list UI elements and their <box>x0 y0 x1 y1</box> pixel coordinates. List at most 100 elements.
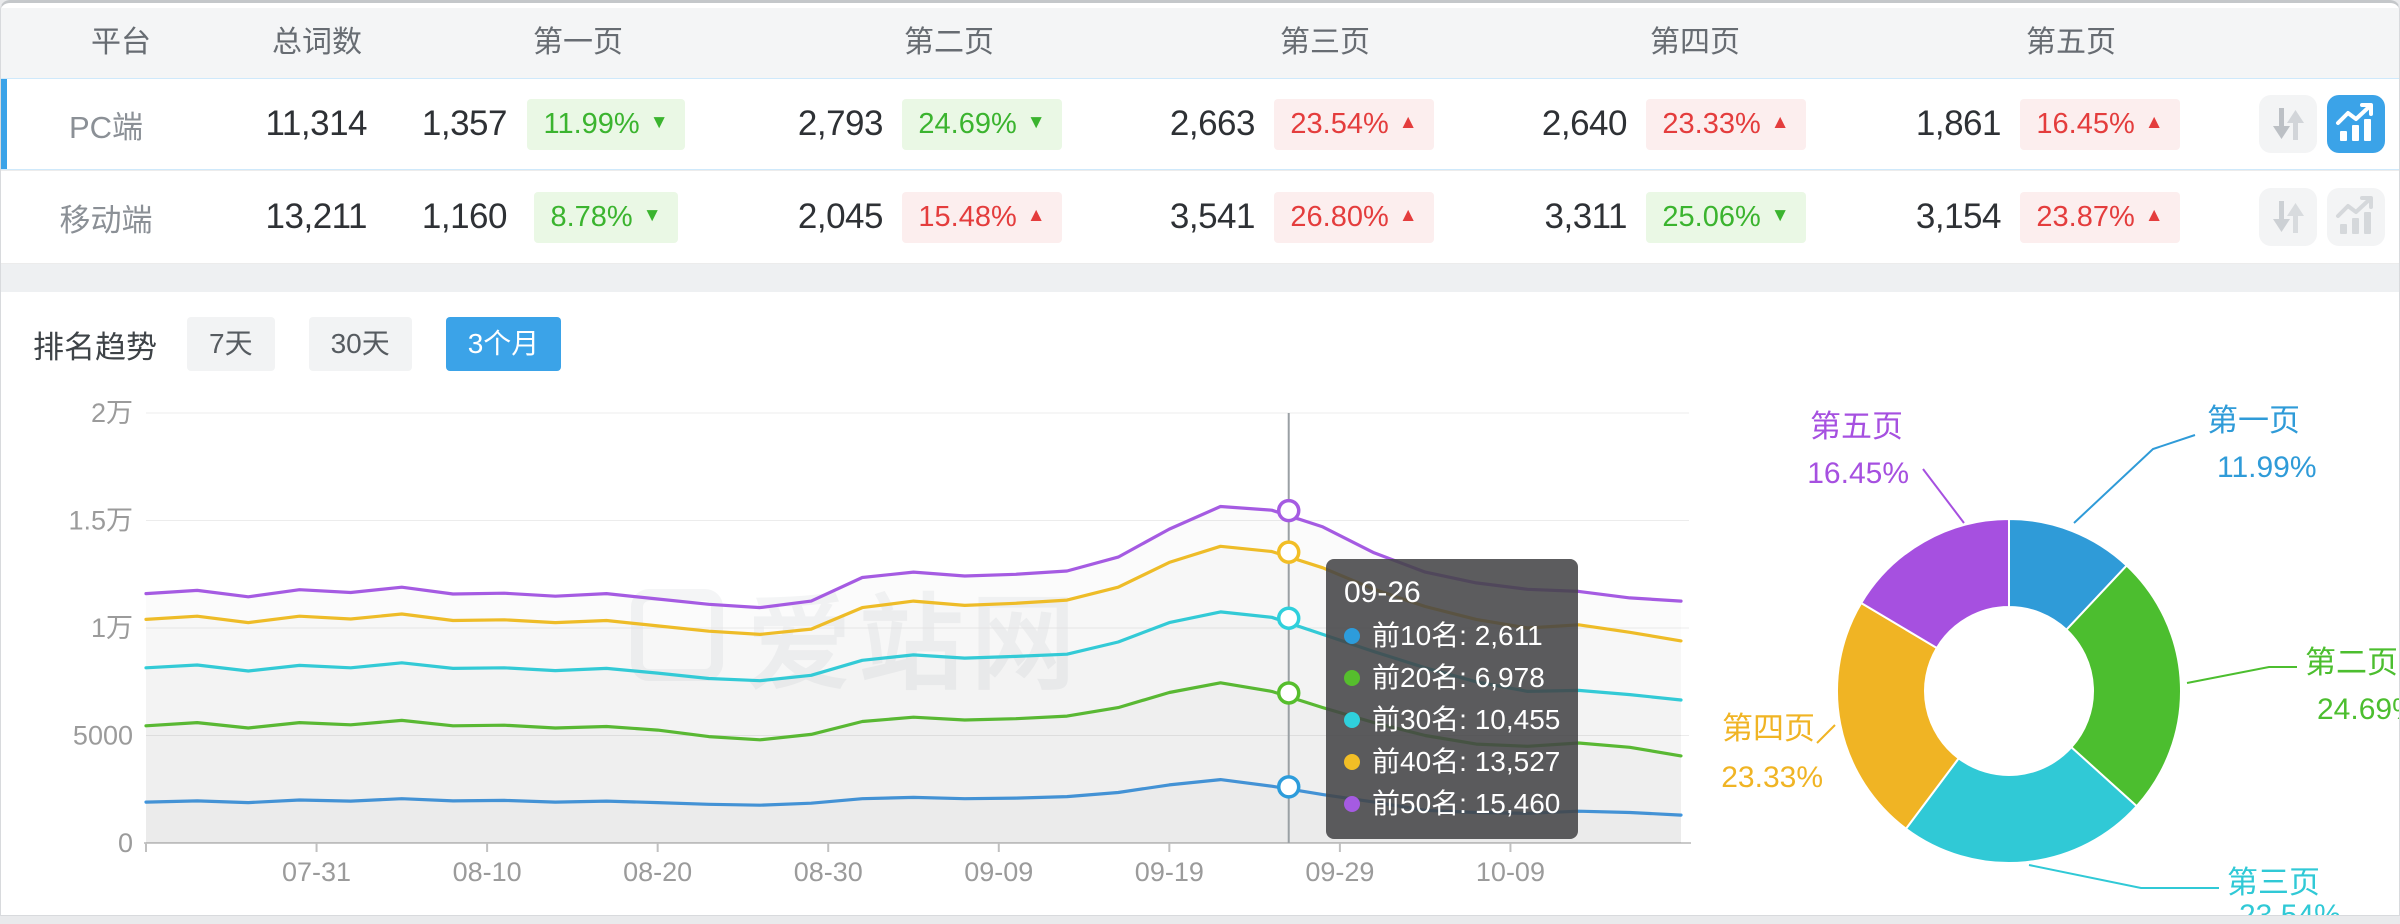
svg-text:11.99%: 11.99% <box>2217 451 2317 484</box>
series-dot-icon <box>1344 670 1360 686</box>
donut-slice-第三页 <box>1904 745 2139 864</box>
series-dot-icon <box>1344 712 1360 728</box>
svg-text:第三页: 第三页 <box>2227 865 2320 900</box>
svg-text:09-29: 09-29 <box>1305 857 1374 887</box>
svg-text:1万: 1万 <box>91 613 133 643</box>
svg-text:16.45%: 16.45% <box>1807 457 1909 490</box>
page5-change-badge: 23.87% ▲ <box>2020 191 2180 243</box>
trend-arrow-icon: ▼ <box>649 112 669 133</box>
tab-30days[interactable]: 30天 <box>308 317 412 371</box>
tooltip-series-value: 前20名: 6,978 <box>1372 662 1545 693</box>
svg-text:2万: 2万 <box>91 398 133 428</box>
trend-arrow-icon: ▲ <box>1026 205 1046 226</box>
page1-change-badge: 8.78% ▼ <box>534 191 678 243</box>
page1-count: 1,357 <box>421 104 508 143</box>
page5-change-badge: 16.45% ▲ <box>2020 98 2180 150</box>
svg-text:第五页: 第五页 <box>1810 409 1903 444</box>
tab-7days[interactable]: 7天 <box>187 317 275 371</box>
col-header-platform: 平台 <box>91 26 151 59</box>
page4-change-badge: 25.06% ▼ <box>1646 191 1806 243</box>
series-dot-icon <box>1344 628 1360 644</box>
trend-arrow-icon: ▲ <box>1398 205 1418 226</box>
page5-count: 3,154 <box>1915 197 2002 236</box>
change-pct: 25.06% <box>1662 200 1761 233</box>
tooltip-series-row: 前20名: 6,978 <box>1344 657 1560 699</box>
line-chart-icon <box>2336 196 2373 234</box>
row-divider <box>1 170 2399 171</box>
total-words-value: 13,211 <box>265 197 368 236</box>
page3-change-badge: 23.54% ▲ <box>1274 98 1434 150</box>
change-pct: 23.87% <box>2036 200 2135 233</box>
trend-arrow-icon: ▲ <box>1770 112 1790 133</box>
col-header-page1: 第一页 <box>533 26 623 59</box>
page4-change-badge: 23.33% ▲ <box>1646 98 1806 150</box>
page2-change-badge: 24.69% ▼ <box>902 98 1062 150</box>
sort-button[interactable] <box>2259 188 2317 246</box>
svg-text:08-10: 08-10 <box>453 857 522 887</box>
svg-text:09-09: 09-09 <box>964 857 1033 887</box>
change-pct: 23.54% <box>1290 107 1389 140</box>
trend-toolbar: 排名趋势 7天 30天 3个月 <box>33 316 2399 372</box>
change-pct: 24.69% <box>918 107 1017 140</box>
line-chart-icon <box>2336 103 2373 141</box>
tooltip-series-row: 前50名: 15,460 <box>1344 783 1560 825</box>
page4-count: 3,311 <box>1544 197 1628 236</box>
table-row-mobile[interactable]: 移动端 13,211 1,160 8.78% ▼ 2,045 15.48% ▲ 3,… <box>1 171 2399 263</box>
change-pct: 11.99% <box>543 107 640 140</box>
section-divider <box>1 264 2399 292</box>
col-header-page5: 第五页 <box>2026 26 2116 59</box>
series-dot-icon <box>1344 754 1360 770</box>
svg-text:07-31: 07-31 <box>282 857 351 887</box>
trend-chart-button-active[interactable] <box>2327 95 2385 153</box>
trend-arrow-icon: ▲ <box>2144 112 2164 133</box>
sort-arrows-icon <box>2273 201 2304 233</box>
col-header-page4: 第四页 <box>1650 26 1740 59</box>
page2-change-badge: 15.48% ▲ <box>902 191 1062 243</box>
page4-count: 2,640 <box>1541 104 1628 143</box>
donut-slice-第五页 <box>1859 517 2010 650</box>
trend-arrow-icon: ▼ <box>642 205 662 226</box>
page3-count: 3,541 <box>1169 197 1256 236</box>
trend-arrow-icon: ▲ <box>2144 205 2164 226</box>
page5-count: 1,861 <box>1915 104 2002 143</box>
tooltip-series-value: 前50名: 15,460 <box>1372 788 1561 819</box>
svg-text:5000: 5000 <box>73 721 133 751</box>
col-header-page2: 第二页 <box>904 26 994 59</box>
tab-3months[interactable]: 3个月 <box>445 317 562 371</box>
change-pct: 8.78% <box>550 200 633 233</box>
tooltip-series-row: 前40名: 13,527 <box>1344 741 1560 783</box>
tooltip-series-row: 前10名: 2,611 <box>1344 615 1560 657</box>
page3-change-badge: 26.80% ▲ <box>1274 191 1434 243</box>
svg-text:08-20: 08-20 <box>623 857 692 887</box>
tooltip-date: 09-26 <box>1344 576 1421 609</box>
change-pct: 15.48% <box>918 200 1017 233</box>
col-header-page3: 第三页 <box>1280 26 1370 59</box>
trend-chart-button[interactable] <box>2327 188 2385 246</box>
svg-text:1.5万: 1.5万 <box>68 506 133 536</box>
donut-slice-第二页 <box>2065 564 2182 808</box>
tooltip-series-row: 前30名: 10,455 <box>1344 699 1560 741</box>
tooltip-series-value: 前40名: 13,527 <box>1372 746 1561 777</box>
table-row-pc[interactable]: PC端 11,314 1,357 11.99% ▼ 2,793 24.69% ▼ 2… <box>1 78 2399 170</box>
tooltip-series-value: 前10名: 2,611 <box>1372 620 1543 651</box>
platform-label: 移动端 <box>59 202 153 238</box>
change-pct: 26.80% <box>1290 200 1389 233</box>
sort-arrows-icon <box>2273 108 2304 140</box>
sort-button[interactable] <box>2259 95 2317 153</box>
charts-area: 爱站网 2万1.5万1万5000007-3108-1008-2008-3009-… <box>1 369 2400 916</box>
svg-text:24.69%: 24.69% <box>2317 693 2400 726</box>
donut-slice-第四页 <box>1836 601 1961 831</box>
col-header-total: 总词数 <box>272 26 362 59</box>
series-dot-icon <box>1344 796 1360 812</box>
page1-count: 1,160 <box>421 197 508 236</box>
trend-arrow-icon: ▼ <box>1026 112 1046 133</box>
svg-text:08-30: 08-30 <box>794 857 863 887</box>
svg-text:09-19: 09-19 <box>1135 857 1204 887</box>
svg-text:第一页: 第一页 <box>2207 403 2300 438</box>
svg-text:第二页: 第二页 <box>2305 645 2398 680</box>
svg-text:23.33%: 23.33% <box>1721 761 1823 794</box>
page1-change-badge: 11.99% ▼ <box>527 98 685 150</box>
svg-text:第四页: 第四页 <box>1722 711 1815 746</box>
